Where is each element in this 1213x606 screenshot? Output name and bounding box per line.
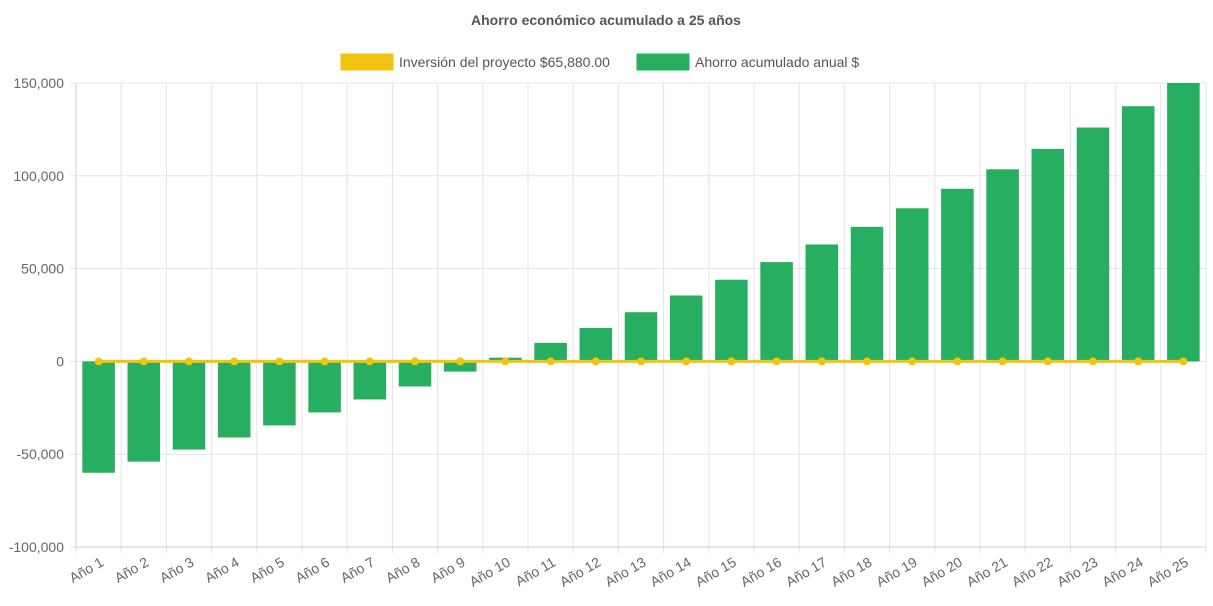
x-tick-label: Año 22	[1009, 554, 1056, 590]
investment-point-3[interactable]	[185, 357, 193, 366]
investment-point-1[interactable]	[94, 357, 103, 366]
bar-24[interactable]	[1121, 106, 1155, 362]
investment-point-20[interactable]	[953, 357, 962, 366]
investment-point-23[interactable]	[1089, 357, 1097, 366]
bar-4[interactable]	[217, 361, 251, 438]
legend-label-savings: Ahorro acumulado anual $	[695, 54, 859, 70]
investment-point-13[interactable]	[637, 357, 645, 366]
x-tick-label: Año 8	[383, 554, 423, 586]
x-tick-label: Año 7	[338, 554, 378, 586]
investment-point-22[interactable]	[1043, 357, 1052, 366]
bar-8[interactable]	[398, 361, 432, 387]
legend-item-investment[interactable]: Inversión del proyecto $65,880.00	[340, 53, 610, 71]
legend: Inversión del proyecto $65,880.00 Ahorro…	[340, 53, 859, 71]
x-tick-label: Año 13	[602, 554, 649, 590]
bar-18[interactable]	[850, 226, 884, 362]
x-tick-label: Año 24	[1099, 554, 1146, 590]
bar-19[interactable]	[895, 208, 929, 362]
x-tick-label: Año 18	[828, 554, 875, 590]
y-tick-label: 100,000	[13, 168, 64, 184]
investment-point-2[interactable]	[139, 357, 148, 366]
x-tick-label: Año 16	[738, 554, 785, 590]
x-tick-label: Año 10	[466, 554, 513, 590]
bar-3[interactable]	[172, 361, 206, 450]
legend-swatch-savings	[636, 53, 690, 71]
investment-point-10[interactable]	[501, 357, 510, 366]
x-axis: Año 1 Año 2 Año 3 Año 4 Año 5 Año 6 Año 7 Año 8…	[66, 546, 1206, 590]
x-tick-label: Año 17	[783, 554, 830, 590]
investment-point-17[interactable]	[817, 357, 826, 366]
x-tick-label: Año 25	[1144, 554, 1191, 590]
x-tick-label: Año 1	[66, 554, 106, 586]
bar-22[interactable]	[1031, 148, 1065, 362]
bar-9[interactable]	[443, 361, 477, 372]
y-tick-label: 50,000	[21, 261, 64, 277]
chart-title: Ahorro económico acumulado a 25 años	[471, 12, 741, 28]
legend-label-investment: Inversión del proyecto $65,880.00	[399, 54, 610, 70]
bar-series	[82, 83, 1200, 473]
x-tick-label: Año 9	[428, 554, 468, 586]
bar-15[interactable]	[715, 279, 748, 362]
investment-point-24[interactable]	[1134, 357, 1143, 366]
bar-16[interactable]	[760, 262, 793, 362]
investment-point-15[interactable]	[727, 357, 736, 366]
bar-25[interactable]	[1167, 83, 1200, 362]
bar-17[interactable]	[805, 244, 839, 362]
investment-point-25[interactable]	[1179, 357, 1188, 366]
x-tick-label: Año 14	[647, 554, 694, 590]
investment-point-6[interactable]	[320, 357, 329, 366]
investment-point-9[interactable]	[456, 357, 465, 366]
investment-point-8[interactable]	[411, 357, 419, 366]
x-tick-label: Año 20	[918, 554, 965, 590]
y-axis: 150,000 100,000 50,000 0 -50,000 -100,000	[9, 75, 77, 555]
bar-6[interactable]	[308, 361, 341, 413]
line-series	[94, 357, 1188, 366]
investment-point-12[interactable]	[591, 357, 600, 366]
bar-13[interactable]	[624, 312, 658, 362]
bar-12[interactable]	[579, 327, 613, 362]
y-tick-label: 150,000	[13, 75, 64, 91]
investment-point-16[interactable]	[772, 357, 781, 366]
x-tick-label: Año 19	[873, 554, 920, 590]
bar-2[interactable]	[127, 361, 161, 462]
x-tick-label: Año 6	[292, 554, 332, 586]
y-tick-label: -50,000	[17, 446, 65, 462]
x-tick-label: Año 15	[692, 554, 739, 590]
bar-11[interactable]	[534, 342, 567, 362]
x-tick-label: Año 2	[112, 554, 152, 586]
bar-1[interactable]	[82, 361, 115, 473]
investment-point-4[interactable]	[230, 357, 239, 366]
bar-20[interactable]	[941, 188, 974, 362]
x-tick-label: Año 3	[157, 554, 197, 586]
legend-item-savings[interactable]: Ahorro acumulado anual $	[636, 53, 859, 71]
x-tick-label: Año 11	[513, 554, 559, 590]
investment-point-21[interactable]	[998, 357, 1007, 366]
bar-5[interactable]	[263, 361, 296, 426]
y-tick-label: 0	[56, 353, 64, 369]
investment-point-19[interactable]	[908, 357, 917, 366]
x-tick-label: Año 4	[202, 554, 242, 586]
x-tick-label: Año 23	[1054, 554, 1101, 590]
investment-point-5[interactable]	[275, 357, 284, 366]
x-tick-label: Año 21	[964, 554, 1011, 590]
investment-point-14[interactable]	[682, 357, 691, 366]
investment-point-11[interactable]	[546, 357, 555, 366]
legend-swatch-investment	[340, 53, 394, 71]
investment-point-18[interactable]	[863, 357, 871, 366]
bar-23[interactable]	[1076, 127, 1110, 362]
bar-7[interactable]	[353, 361, 387, 400]
x-tick-label: Año 12	[557, 554, 604, 590]
x-tick-label: Año 5	[247, 554, 287, 586]
bar-14[interactable]	[669, 295, 703, 362]
bar-21[interactable]	[986, 169, 1019, 362]
y-tick-label: -100,000	[9, 539, 64, 555]
investment-point-7[interactable]	[365, 357, 374, 366]
